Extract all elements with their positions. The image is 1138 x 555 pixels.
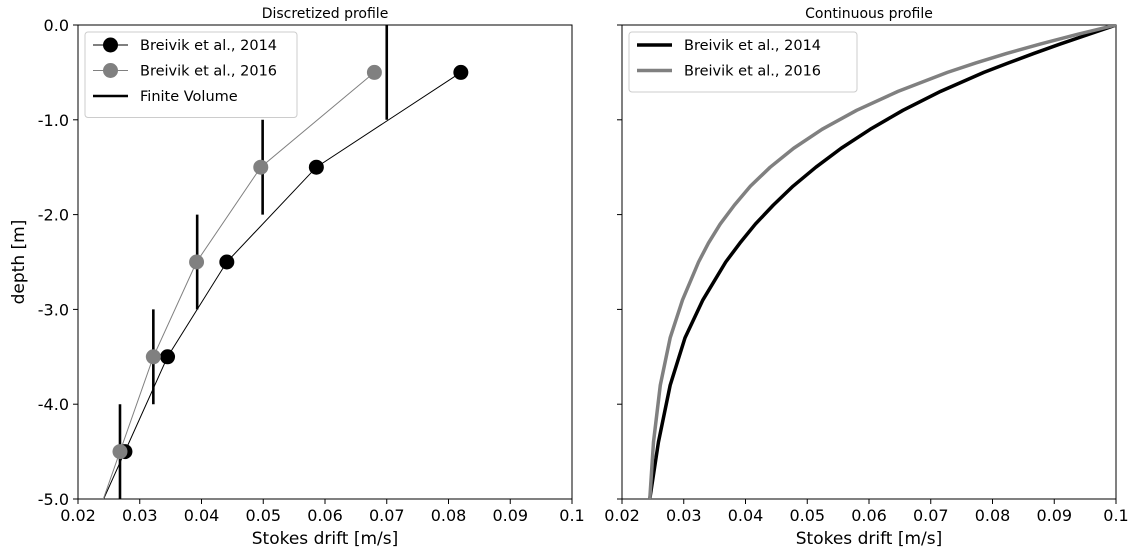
data-point — [189, 254, 205, 270]
legend-handle — [93, 63, 128, 78]
x-axis-label: Stokes drift [m/s] — [796, 529, 942, 549]
x-axis-label: Stokes drift [m/s] — [252, 529, 398, 549]
marker-layer — [112, 64, 469, 460]
y-tick-label: -3.0 — [38, 300, 69, 319]
x-tick-label: 0.06 — [851, 506, 887, 525]
x-tick-label: 0.1 — [1103, 506, 1128, 525]
data-point — [160, 349, 176, 365]
y-tick-label: -1.0 — [38, 111, 69, 130]
legend: Breivik et al., 2014 Breivik et al., 2016… — [84, 31, 298, 118]
x-tick-label: 0.09 — [492, 506, 528, 525]
x-tick-label: 0.02 — [604, 506, 640, 525]
data-point — [219, 254, 235, 270]
x-tick-label: 0.02 — [60, 506, 96, 525]
y-axis — [617, 24, 622, 500]
legend-label: Breivik et al., 2014 — [140, 38, 277, 54]
series-1 — [102, 72, 375, 499]
legend-box — [84, 31, 298, 118]
data-point — [253, 159, 269, 175]
legend: Breivik et al., 2014 Breivik et al., 2016 — [628, 31, 858, 93]
data-point — [366, 64, 382, 80]
series-line — [648, 25, 1116, 499]
y-tick-label: -4.0 — [38, 395, 69, 414]
x-tick-label: 0.03 — [666, 506, 702, 525]
data-point — [308, 159, 324, 175]
x-tick-label: 0.07 — [369, 506, 405, 525]
chart-title: Continuous profile — [805, 6, 933, 22]
x-tick-label: 0.04 — [184, 506, 220, 525]
x-axis: 0.02 0.03 0.04 0.05 0.06 0.07 0.08 0.09 0.1 — [604, 499, 1129, 525]
legend-label: Finite Volume — [140, 89, 238, 105]
legend-label: Breivik et al., 2014 — [684, 38, 821, 54]
chart-title: Discretized profile — [262, 6, 389, 22]
y-tick-label: -5.0 — [38, 490, 69, 509]
y-tick-label: 0.0 — [44, 16, 69, 35]
x-tick-label: 0.08 — [975, 506, 1011, 525]
x-tick-label: 0.09 — [1036, 506, 1072, 525]
legend-label: Breivik et al., 2016 — [684, 64, 821, 80]
legend-marker — [103, 37, 118, 53]
data-point — [145, 349, 161, 365]
legend-marker — [103, 63, 118, 78]
series-0 — [648, 25, 1116, 499]
series-line — [103, 71, 462, 499]
legend-box — [628, 31, 858, 93]
series-line — [102, 72, 375, 499]
plot-frame — [621, 24, 1117, 500]
x-tick-label: 0.04 — [728, 506, 764, 525]
x-tick-label: 0.1 — [559, 506, 584, 525]
y-tick-label: -2.0 — [38, 206, 69, 225]
y-axis: -5.0 -4.0 -3.0 -2.0 -1.0 0.0 — [38, 16, 78, 509]
series-1 — [648, 25, 1116, 499]
y-axis-label: depth [m] — [9, 220, 29, 305]
x-tick-label: 0.06 — [307, 506, 343, 525]
data-point — [453, 64, 469, 80]
x-tick-label: 0.05 — [245, 506, 281, 525]
x-tick-label: 0.05 — [789, 506, 825, 525]
legend-handle — [93, 37, 128, 53]
x-tick-label: 0.07 — [913, 506, 949, 525]
series-0 — [103, 71, 462, 499]
x-axis: 0.02 0.03 0.04 0.05 0.06 0.07 0.08 0.09 0.1 — [60, 499, 585, 525]
plot-area — [648, 25, 1116, 499]
legend-label: Breivik et al., 2016 — [140, 64, 277, 80]
series-line — [648, 25, 1116, 499]
x-tick-label: 0.08 — [431, 506, 467, 525]
data-point — [112, 444, 128, 460]
x-tick-label: 0.03 — [122, 506, 158, 525]
